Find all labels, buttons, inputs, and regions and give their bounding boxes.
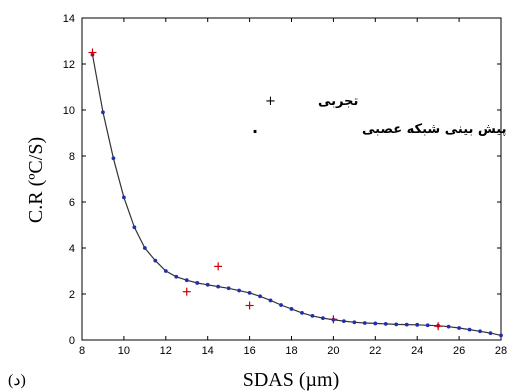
x-tick-label: 20	[327, 345, 339, 357]
x-tick-label: 16	[243, 345, 255, 357]
experimental-point	[88, 48, 97, 57]
y-tick-label: 2	[69, 289, 75, 301]
x-tick-label: 10	[118, 345, 130, 357]
legend-marker-experimental: +	[265, 94, 276, 109]
predicted-point	[415, 322, 420, 327]
predicted-point	[373, 321, 378, 326]
x-tick-label: 24	[411, 345, 423, 357]
x-tick-label: 26	[453, 345, 465, 357]
y-tick-label: 14	[63, 13, 75, 25]
predicted-point	[111, 156, 116, 161]
predicted-line	[91, 54, 502, 336]
y-tick-label: 8	[69, 151, 75, 163]
predicted-point	[142, 246, 147, 250]
y-tick-label: 4	[69, 243, 75, 255]
predicted-point	[163, 269, 168, 273]
predicted-point	[310, 313, 315, 318]
predicted-point	[478, 329, 482, 334]
predicted-point	[258, 294, 262, 299]
predicted-point	[383, 322, 388, 326]
predicted-point	[321, 316, 325, 321]
y-tick-label: 0	[69, 335, 75, 347]
x-tick-label: 22	[369, 345, 381, 357]
experimental-point	[182, 287, 191, 296]
predicted-point	[341, 319, 346, 324]
predicted-point	[488, 331, 493, 335]
predicted-point	[216, 284, 221, 289]
predicted-point	[467, 327, 472, 332]
predicted-point	[226, 286, 231, 291]
marks-group	[88, 48, 503, 338]
predicted-point	[457, 326, 461, 330]
predicted-point	[132, 225, 137, 230]
predicted-point	[425, 323, 430, 328]
predicted-point	[404, 322, 409, 327]
x-axis-label: SDAS (µm)	[243, 369, 340, 391]
y-tick-label: 10	[63, 105, 75, 117]
predicted-point	[499, 333, 503, 338]
predicted-point	[268, 298, 273, 303]
y-tick-label: 6	[69, 197, 75, 209]
x-tick-label: 14	[202, 345, 214, 357]
legend-label-predicted: پیش بینی شبکه عصبی	[362, 122, 506, 137]
experimental-point	[245, 301, 254, 310]
y-axis-label: C.R (ºC/S)	[25, 137, 47, 223]
predicted-point	[300, 310, 304, 315]
predicted-point	[153, 258, 158, 263]
x-tick-label: 8	[79, 345, 85, 357]
predicted-point	[362, 321, 367, 325]
x-tick-label: 18	[285, 345, 297, 357]
experimental-point	[329, 315, 338, 324]
predicted-point	[195, 281, 200, 285]
predicted-point	[174, 274, 179, 279]
predicted-point	[205, 282, 210, 287]
predicted-point	[279, 303, 283, 307]
legend-marker-predicted: .	[252, 118, 258, 137]
predicted-point	[352, 320, 357, 325]
y-tick-label: 12	[63, 59, 75, 71]
plot-frame	[81, 17, 502, 341]
legend: + تجربی . پیش بینی شبکه عصبی	[252, 94, 506, 137]
predicted-point	[184, 278, 189, 283]
predicted-point	[122, 195, 126, 200]
predicted-point	[289, 307, 294, 311]
predicted-point	[247, 290, 252, 295]
x-tick-label: 28	[495, 345, 507, 357]
predicted-point	[446, 324, 451, 329]
predicted-point	[237, 288, 242, 293]
x-tick-label: 12	[160, 345, 172, 357]
predicted-point	[101, 110, 105, 115]
experimental-point	[214, 262, 223, 271]
experimental-point	[434, 322, 443, 331]
predicted-point	[394, 322, 399, 327]
legend-label-experimental: تجربی	[318, 94, 358, 109]
panel-label: (د)	[8, 372, 26, 389]
